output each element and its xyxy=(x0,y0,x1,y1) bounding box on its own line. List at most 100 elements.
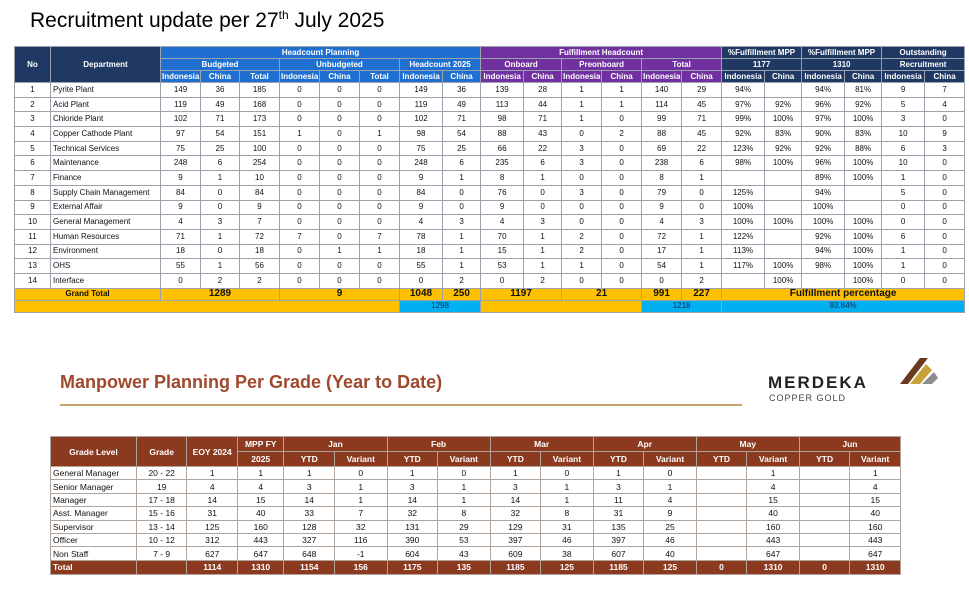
table-row: Officer 10 - 12 312 443 327 116 390 53 397 46 397 4… xyxy=(50,532,901,548)
cell-u_cn: 0 xyxy=(319,170,360,186)
cell-b_id: 75 xyxy=(160,140,201,157)
cell-jun_ytd xyxy=(798,519,851,534)
total-jan_var: 156 xyxy=(333,559,388,575)
subheader-indonesia-16: Indonesia xyxy=(801,70,846,83)
cell-u_cn: 0 xyxy=(319,214,360,230)
cell-level: Supervisor xyxy=(50,519,137,534)
cell-t_id: 114 xyxy=(641,96,683,113)
cell-f2_cn xyxy=(844,184,883,201)
table-row: 5 Technical Services 75 25 100 0 0 0 75 25 66 22 3 0 6… xyxy=(14,140,966,157)
cell-dept: Interface xyxy=(50,272,161,289)
cell-jun_var: 15 xyxy=(849,492,901,508)
cell-mar_ytd: 1 xyxy=(489,465,542,481)
cell-p_id: 3 xyxy=(561,184,603,201)
cell-b_tot: 185 xyxy=(239,82,280,98)
cell-u_cn: 0 xyxy=(319,184,360,201)
gt-onboard: 1197 xyxy=(480,287,563,301)
col-mpp-line2: 2025 xyxy=(236,451,285,467)
cell-u_cn: 1 xyxy=(319,243,360,260)
cell-no: 7 xyxy=(14,170,51,186)
cell-no: 10 xyxy=(14,214,51,230)
cell-os_cn: 3 xyxy=(924,140,966,157)
cell-os_id: 6 xyxy=(881,140,926,157)
cell-t_id: 88 xyxy=(641,126,683,142)
cell-h_cn: 49 xyxy=(441,96,482,113)
col-ytd: YTD xyxy=(489,451,542,467)
hdr-headcount-planning: Headcount Planning xyxy=(159,46,482,59)
cell-b_id: 84 xyxy=(160,184,201,201)
cell-apr_ytd: 397 xyxy=(592,532,645,548)
gt-hc-china: 250 xyxy=(441,287,482,301)
subheader-china-19: China xyxy=(924,70,966,83)
total-jan_ytd: 1154 xyxy=(283,559,335,575)
cell-jun_var: 40 xyxy=(849,506,901,521)
gt-preonboard: 21 xyxy=(561,287,643,301)
summary-fulfillment-pct: 93.84% xyxy=(721,299,966,313)
cell-feb_ytd: 604 xyxy=(386,546,439,561)
cell-p_cn: 0 xyxy=(601,243,643,260)
gt-total-china: 227 xyxy=(681,287,723,301)
cell-b_tot: 9 xyxy=(239,199,280,216)
cell-dept: Finance xyxy=(50,170,161,186)
hdr-total: Total xyxy=(641,58,723,71)
cell-mar_ytd: 14 xyxy=(489,492,542,508)
cell-o_id: 4 xyxy=(480,214,525,230)
cell-apr_ytd: 1 xyxy=(592,465,645,481)
cell-dept: General Management xyxy=(50,214,161,230)
cell-f2_id: 92% xyxy=(801,140,846,157)
col-variant: Variant xyxy=(849,451,901,467)
cell-t_id: 9 xyxy=(641,199,683,216)
cell-h_id: 149 xyxy=(399,82,443,98)
cell-f1_cn: 83% xyxy=(764,126,803,142)
col-month-feb: Feb xyxy=(386,436,491,452)
cell-u_tot: 0 xyxy=(359,82,400,98)
cell-os_cn: 0 xyxy=(924,258,966,274)
cell-eoy: 4 xyxy=(186,479,238,494)
hdr-outstanding-line2: Recruitment xyxy=(881,58,966,71)
cell-may_ytd xyxy=(695,479,748,494)
cell-h_cn: 25 xyxy=(441,140,482,157)
cell-mar_ytd: 129 xyxy=(489,519,542,534)
cell-os_id: 5 xyxy=(881,184,926,201)
total-mar_var: 125 xyxy=(540,559,594,575)
cell-mar_ytd: 32 xyxy=(489,506,542,521)
table-row: 1 Pyrite Plant 149 36 185 0 0 0 149 36 139 28 1 1 140 2… xyxy=(14,82,966,98)
cell-f1_id: 99% xyxy=(721,111,766,128)
summary-filler-mid xyxy=(480,299,643,313)
cell-no: 6 xyxy=(14,155,51,172)
cell-p_cn: 0 xyxy=(601,199,643,216)
cell-apr_var: 9 xyxy=(643,506,697,521)
cell-f1_id xyxy=(721,272,766,289)
cell-os_id: 3 xyxy=(881,111,926,128)
cell-level: Senior Manager xyxy=(50,479,137,494)
cell-b_id: 248 xyxy=(160,155,201,172)
cell-b_cn: 49 xyxy=(200,96,240,113)
cell-h_cn: 1 xyxy=(441,258,482,274)
cell-o_id: 66 xyxy=(480,140,525,157)
cell-b_id: 102 xyxy=(160,111,201,128)
table-row: General Manager 20 - 22 1 1 1 0 1 0 1 0 1 0 1 1 xyxy=(50,465,901,481)
cell-t_cn: 1 xyxy=(681,243,723,260)
cell-mar_var: 31 xyxy=(540,519,594,534)
subheader-indonesia-10: Indonesia xyxy=(561,70,603,83)
cell-b_tot: 7 xyxy=(239,214,280,230)
cell-dept: External Affair xyxy=(50,199,161,216)
cell-no: 11 xyxy=(14,228,51,245)
cell-t_id: 8 xyxy=(641,170,683,186)
cell-grade: 7 - 9 xyxy=(135,546,188,561)
cell-f1_id: 97% xyxy=(721,96,766,113)
cell-f2_cn: 100% xyxy=(844,272,883,289)
hdr-fulfillment-headcount: Fulfillment Headcount xyxy=(480,46,723,59)
table-row: 14 Interface 0 2 2 0 0 0 0 2 0 2 0 0 0 2 100% 100% 0 0 xyxy=(14,272,966,289)
subheader-indonesia-8: Indonesia xyxy=(480,70,525,83)
table-row: 11 Human Resources 71 1 72 7 0 7 78 1 70 1 2 0 72 1 122%… xyxy=(14,228,966,245)
cell-os_cn: 0 xyxy=(924,272,966,289)
cell-o_cn: 28 xyxy=(523,82,563,98)
cell-jan_var: -1 xyxy=(333,546,388,561)
cell-os_id: 10 xyxy=(881,155,926,172)
cell-f1_cn xyxy=(764,243,803,260)
cell-p_cn: 0 xyxy=(601,258,643,274)
cell-f1_id: 100% xyxy=(721,199,766,216)
grade-header-row-2: 2025 YTD Variant YTD Variant YTD Variant YTD Va… xyxy=(51,451,901,467)
cell-apr_var: 40 xyxy=(643,546,697,561)
